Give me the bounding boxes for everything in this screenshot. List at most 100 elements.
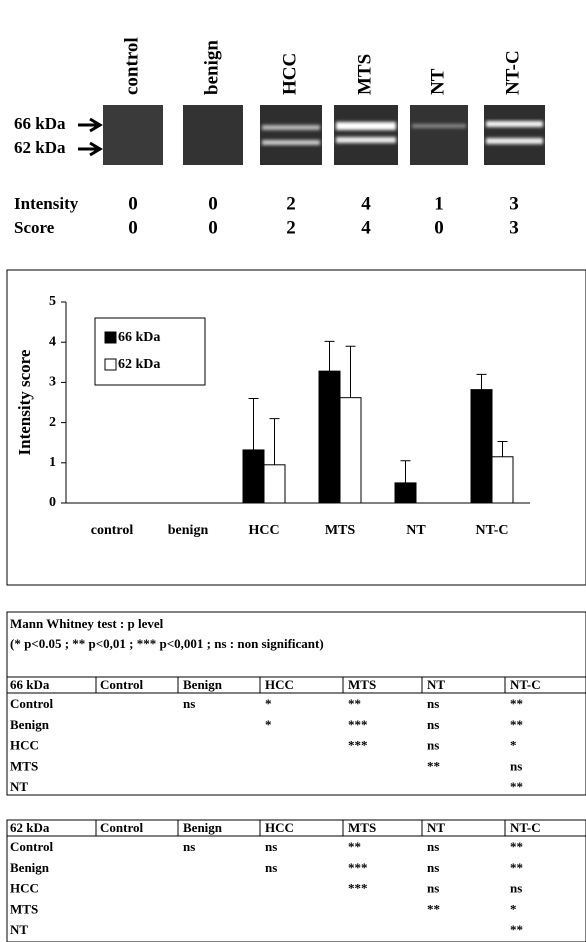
table-cell: ns — [427, 860, 439, 875]
legend-swatch — [105, 332, 116, 343]
table-cell: ** — [348, 696, 361, 711]
row-label: Score — [14, 218, 55, 237]
table-cell: ** — [427, 901, 440, 916]
error-bar — [346, 346, 356, 397]
column-header: Control — [100, 677, 143, 692]
table-cell: * — [510, 901, 517, 916]
column-header: NT — [427, 820, 445, 835]
column-header: 62 kDa — [10, 820, 50, 835]
score-value: 2 — [286, 193, 296, 214]
score-value: 0 — [128, 217, 138, 238]
table-cell: ** — [510, 717, 523, 732]
table-cell: ns — [427, 717, 439, 732]
bar — [264, 465, 285, 503]
score-value: 3 — [509, 193, 519, 214]
table-title: Mann Whitney test : p level — [10, 616, 164, 631]
score-value: 0 — [128, 193, 138, 214]
table-cell: * — [265, 717, 272, 732]
lane-label: MTS — [354, 54, 375, 95]
table-cell: ns — [183, 839, 195, 854]
x-tick-label: NT — [406, 523, 426, 538]
bar — [395, 483, 416, 503]
lane-label: control — [121, 37, 142, 95]
column-header: NT-C — [510, 820, 541, 835]
score-value: 0 — [208, 217, 218, 238]
table-cell: ns — [510, 881, 522, 896]
score-value: 4 — [361, 193, 371, 214]
table-cell: *** — [348, 738, 368, 753]
lane-label: NT-C — [502, 50, 523, 95]
bar — [319, 371, 340, 503]
table-cell: * — [510, 738, 517, 753]
lane-label: NT — [427, 68, 448, 95]
table-cell: *** — [348, 717, 368, 732]
y-tick-label: 2 — [49, 415, 56, 430]
x-tick-label: HCC — [248, 523, 279, 538]
score-value: 4 — [361, 217, 371, 238]
table-cell: * — [265, 696, 272, 711]
y-tick-label: 0 — [49, 495, 56, 510]
table-cell: ** — [510, 779, 523, 794]
x-tick-label: benign — [168, 523, 209, 538]
score-value: 0 — [208, 193, 218, 214]
table-cell: ** — [510, 839, 523, 854]
table-cell: ** — [510, 860, 523, 875]
figure: control benign HCC MTS NT NT-C 66 kDa 62 kDa Int… — [0, 0, 586, 942]
score-value: 2 — [286, 217, 296, 238]
error-bar — [498, 441, 508, 456]
row-header: Control — [10, 839, 53, 854]
table-cell: ns — [427, 839, 439, 854]
error-bar — [325, 341, 335, 371]
bar — [492, 457, 513, 503]
table-cell: ** — [348, 839, 361, 854]
table-cell: *** — [348, 860, 368, 875]
table-cell: ns — [265, 860, 277, 875]
y-tick-label: 3 — [49, 375, 56, 390]
error-bar — [249, 398, 259, 449]
table-note: (* p<0.05 ; ** p<0,01 ; *** p<0,001 ; ns… — [10, 636, 324, 651]
table-cell: ns — [427, 881, 439, 896]
table-cell: ns — [510, 758, 522, 773]
legend-label: 66 kDa — [118, 330, 160, 345]
row-header: MTS — [10, 901, 38, 916]
error-bar — [477, 374, 487, 389]
table-cell: ** — [510, 696, 523, 711]
legend-box — [95, 318, 205, 385]
error-bar — [270, 419, 280, 465]
error-bar — [401, 461, 411, 483]
column-header: 66 kDa — [10, 677, 50, 692]
column-header: NT — [427, 677, 445, 692]
row-header: NT — [10, 922, 28, 937]
lane-label: HCC — [279, 53, 300, 95]
marker-label: 66 kDa — [14, 114, 66, 133]
y-axis-label: Intensity score — [15, 349, 34, 455]
column-header: MTS — [348, 820, 376, 835]
column-header: HCC — [265, 820, 294, 835]
lane-label: benign — [201, 40, 222, 95]
row-header: HCC — [10, 738, 39, 753]
row-header: NT — [10, 779, 28, 794]
table-cell: ns — [427, 738, 439, 753]
column-header: Benign — [183, 677, 223, 692]
score-value: 1 — [434, 193, 444, 214]
row-header: Control — [10, 696, 53, 711]
gel-image — [78, 105, 545, 165]
column-header: Control — [100, 820, 143, 835]
column-header: MTS — [348, 677, 376, 692]
column-header: HCC — [265, 677, 294, 692]
row-header: HCC — [10, 881, 39, 896]
y-tick-label: 1 — [49, 455, 56, 470]
table-frame — [7, 820, 586, 942]
x-tick-label: MTS — [325, 523, 356, 538]
y-tick-label: 4 — [49, 334, 56, 349]
table-cell: ns — [427, 696, 439, 711]
row-header: Benign — [10, 717, 50, 732]
table-cell: ns — [265, 839, 277, 854]
score-value: 3 — [509, 217, 519, 238]
score-value: 0 — [434, 217, 444, 238]
table-cell: ** — [510, 922, 523, 937]
table-cell: ns — [183, 696, 195, 711]
x-tick-label: NT-C — [476, 523, 509, 538]
y-tick-label: 5 — [49, 294, 56, 309]
legend-swatch — [105, 359, 116, 370]
